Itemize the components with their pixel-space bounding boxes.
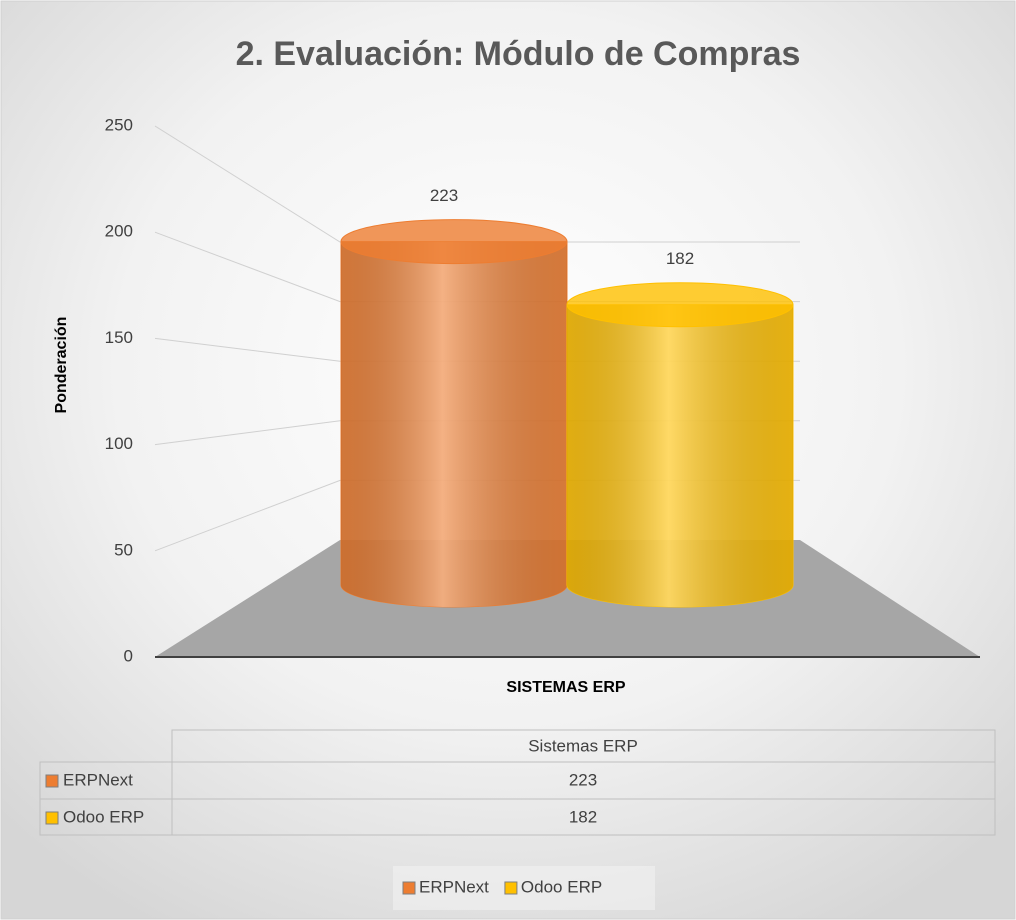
data-table	[39, 729, 996, 836]
table-swatch	[45, 774, 59, 788]
table-cell: 182	[569, 807, 597, 826]
table-swatch	[45, 811, 59, 825]
y-tick-label: 100	[105, 434, 133, 453]
legend-swatch	[504, 881, 518, 895]
legend-label: ERPNext	[419, 877, 489, 896]
legend-label: Odoo ERP	[521, 877, 602, 896]
data-label: 223	[430, 186, 458, 205]
table-header: Sistemas ERP	[528, 736, 638, 755]
grid-line	[154, 125, 800, 243]
y-axis-title: Ponderación	[53, 317, 70, 414]
chart-title: 2. Evaluación: Módulo de Compras	[236, 35, 801, 73]
x-axis-title: SISTEMAS ERP	[506, 679, 625, 696]
y-tick-label: 250	[105, 115, 133, 134]
cylinder-shine	[341, 241, 567, 607]
y-tick-label: 200	[105, 222, 133, 241]
y-tick-label: 50	[114, 540, 133, 559]
cylinder-top	[340, 219, 568, 265]
cylinder-top	[566, 282, 794, 328]
y-tick-label: 0	[124, 646, 133, 665]
table-cell: 223	[569, 770, 597, 789]
legend-swatch	[402, 881, 416, 895]
cylinder-shine	[567, 304, 793, 607]
table-row-label: Odoo ERP	[63, 807, 144, 826]
y-tick-label: 150	[105, 328, 133, 347]
legend-box	[393, 866, 655, 910]
data-label: 182	[666, 249, 694, 268]
table-row-label: ERPNext	[63, 770, 133, 789]
